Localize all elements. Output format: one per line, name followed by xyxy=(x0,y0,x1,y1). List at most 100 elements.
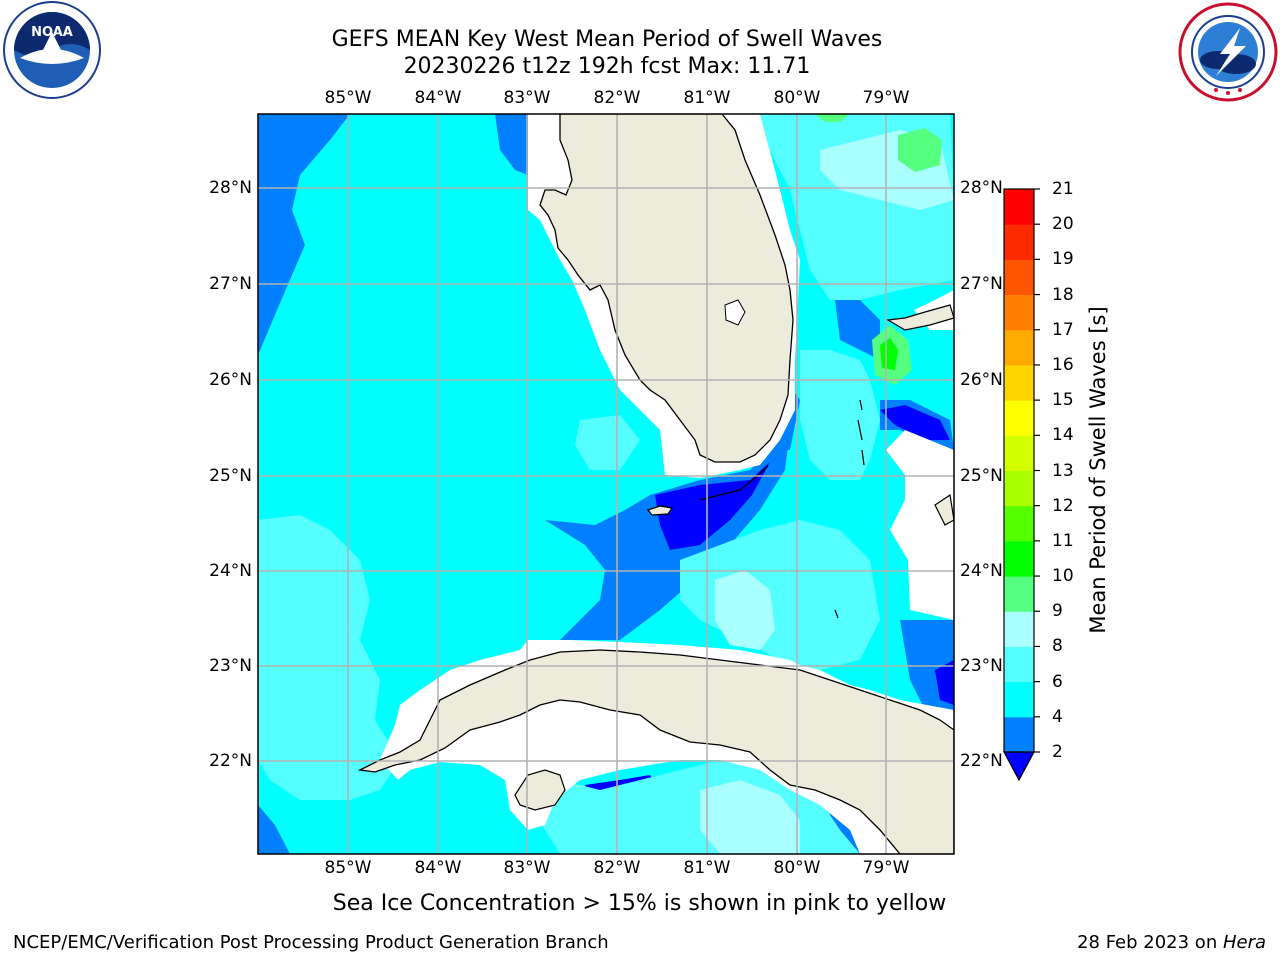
lon-label-bottom: 82°W xyxy=(593,858,641,878)
lon-label-top: 82°W xyxy=(593,88,641,108)
colorbar-tick-label: 15 xyxy=(1052,390,1074,411)
lon-label-bottom: 80°W xyxy=(773,858,821,878)
contour-under-2-east xyxy=(935,660,954,705)
lat-label-left: 25°N xyxy=(209,466,252,486)
lon-label-top: 80°W xyxy=(773,88,821,108)
colorbar-segment xyxy=(1004,611,1034,647)
colorbar-segment xyxy=(1004,505,1034,542)
mask-florida xyxy=(528,114,800,478)
land-florida-keys xyxy=(699,465,769,501)
contour-9-10-bahamas xyxy=(872,325,912,385)
footer-branch: NCEP/EMC/Verification Post Processing Pr… xyxy=(13,932,609,953)
colorbar-tick-label: 13 xyxy=(1052,460,1074,481)
noaa-logo-icon: NOAA xyxy=(3,1,101,99)
sea-field-4-6 xyxy=(258,114,954,854)
colorbar-tick-label: 19 xyxy=(1052,249,1074,270)
contour-9-10-ne xyxy=(898,128,942,172)
colorbar-tick-label: 21 xyxy=(1052,179,1074,199)
contour-6-8-ne xyxy=(760,114,954,300)
colorbar-tick-label: 11 xyxy=(1052,530,1074,551)
mask-cuba xyxy=(380,640,954,854)
map-gridlines xyxy=(258,114,954,854)
nws-logo-icon xyxy=(1178,2,1278,102)
colorbar-tick-label: 2 xyxy=(1052,742,1063,762)
contour-2-4-gulfstream xyxy=(760,380,800,450)
colorbar-segment xyxy=(1004,576,1034,612)
colorbar-segment xyxy=(1004,681,1034,718)
colorbar-tick-label: 14 xyxy=(1052,425,1074,446)
colorbar-segment xyxy=(1004,400,1034,436)
lat-label-left: 26°N xyxy=(209,370,252,390)
lon-label-bottom: 81°W xyxy=(683,858,731,878)
mask-bahamas-n xyxy=(914,290,954,330)
contour-6-8-bahamas xyxy=(800,350,880,480)
colorbar-tick-label: 20 xyxy=(1052,214,1074,235)
lat-label-left: 23°N xyxy=(209,656,252,676)
contour-2-4-bahamas-e xyxy=(880,400,954,450)
colorbar-segment xyxy=(1004,716,1034,753)
contour-under-2-bahamas xyxy=(880,405,950,440)
land-andros xyxy=(934,493,954,526)
lat-label-right: 23°N xyxy=(960,656,1003,676)
lon-label-bottom: 79°W xyxy=(862,858,910,878)
map-frame xyxy=(257,113,955,855)
map-area xyxy=(258,114,954,854)
land-key-west xyxy=(646,505,674,516)
lat-label-right: 24°N xyxy=(960,561,1003,581)
colorbar-tick-label: 10 xyxy=(1052,566,1074,587)
contour-under-2 xyxy=(655,462,770,550)
lat-label-left: 24°N xyxy=(209,561,252,581)
contour-8-9-south xyxy=(700,780,800,854)
contour-6-8-southwest xyxy=(258,515,400,800)
land-grand-bahama xyxy=(886,304,954,331)
footer-date: 28 Feb 2023 on Hera xyxy=(1077,932,1266,954)
lat-label-left: 28°N xyxy=(209,178,252,198)
contour-2-4-keys xyxy=(545,430,790,640)
land-cuba xyxy=(357,649,954,854)
footer-date-text: 28 Feb 2023 on xyxy=(1077,932,1223,953)
contour-8-9-ne xyxy=(820,130,954,210)
colorbar-tick-label: 9 xyxy=(1052,601,1063,622)
land-bahamas-cays xyxy=(834,399,865,619)
lon-label-top: 81°W xyxy=(683,88,731,108)
lon-label-top: 83°W xyxy=(503,88,551,108)
contour-8-9-central xyxy=(715,570,775,650)
map-subtitle: 20230226 t12z 192h fcst Max: 11.71 xyxy=(403,54,811,79)
contour-6-8-central xyxy=(680,520,880,670)
colorbar-segment xyxy=(1004,294,1034,331)
colorbar-tick-label: 6 xyxy=(1052,671,1063,692)
colorbar-tick-label: 8 xyxy=(1052,636,1063,657)
colorbar-segment xyxy=(1004,224,1034,260)
contour-2-4-north xyxy=(495,114,528,175)
land-isla-de-la-juventud xyxy=(514,769,566,811)
lat-label-right: 22°N xyxy=(960,751,1003,771)
contour-10-11-bahamas xyxy=(880,338,898,370)
footer-host: Hera xyxy=(1222,932,1266,953)
contour-6-8-south xyxy=(520,760,860,854)
contour-2-4-nw xyxy=(258,114,350,355)
contour-9-10-top xyxy=(815,114,850,122)
contour-2-4-east-channel xyxy=(900,620,954,720)
contour-2-4-cuba-south xyxy=(830,805,875,854)
lon-label-top: 79°W xyxy=(862,88,910,108)
lat-label-left: 27°N xyxy=(209,274,252,294)
colorbar-tick-label: 16 xyxy=(1052,354,1074,375)
lat-label-left: 22°N xyxy=(209,751,252,771)
lon-label-top: 85°W xyxy=(324,88,372,108)
colorbar-tick-label: 18 xyxy=(1052,284,1074,305)
lon-label-bottom: 84°W xyxy=(414,858,462,878)
land-florida xyxy=(539,114,794,463)
lat-label-right: 26°N xyxy=(960,370,1003,390)
colorbar-tick-label: 12 xyxy=(1052,495,1074,516)
colorbar-label-text: Mean Period of Swell Waves [s] xyxy=(1086,306,1110,634)
contour-6-8-keys xyxy=(575,415,640,470)
lake-okeechobee xyxy=(724,299,746,326)
contour-2-4-sw xyxy=(258,805,290,854)
contour-under-2-cuba xyxy=(585,775,660,800)
lon-label-bottom: 83°W xyxy=(503,858,551,878)
contour-2-4-bahamas xyxy=(835,300,880,360)
sea-ice-note: Sea Ice Concentration > 15% is shown in … xyxy=(332,891,947,916)
mask-bahamas xyxy=(886,430,954,620)
colorbar-tick-label: 4 xyxy=(1052,706,1063,727)
map-title: GEFS MEAN Key West Mean Period of Swell … xyxy=(331,27,883,52)
